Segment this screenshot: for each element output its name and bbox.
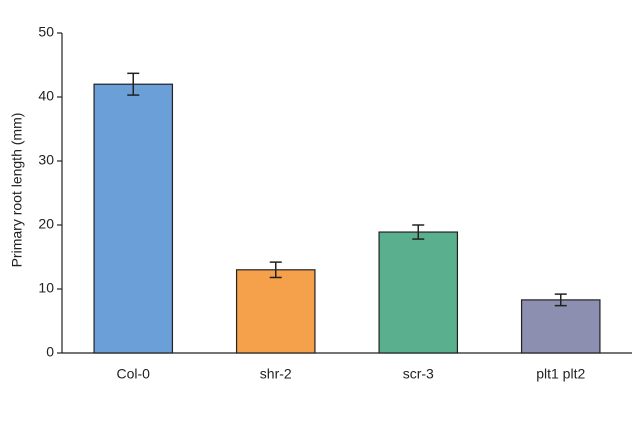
y-tick-label: 10	[38, 280, 54, 296]
error-bar	[127, 72, 140, 96]
y-tick-label: 20	[38, 216, 54, 232]
y-axis-label: Primary root length (mm)	[9, 113, 25, 268]
bar	[93, 83, 174, 354]
x-tick-label: scr-3	[403, 366, 434, 382]
bar	[378, 231, 459, 354]
x-tick-label: shr-2	[260, 366, 292, 382]
error-bar	[412, 224, 425, 240]
bar	[235, 269, 316, 354]
bar	[520, 299, 601, 354]
y-tick-label: 50	[38, 24, 54, 40]
x-tick-label: plt1 plt2	[536, 366, 585, 382]
y-tick-label: 40	[38, 88, 54, 104]
error-bar	[554, 293, 567, 307]
y-tick-label: 30	[38, 152, 54, 168]
error-bar	[269, 261, 282, 279]
x-tick-label: Col-0	[117, 366, 151, 382]
y-tick-label: 0	[46, 344, 54, 360]
